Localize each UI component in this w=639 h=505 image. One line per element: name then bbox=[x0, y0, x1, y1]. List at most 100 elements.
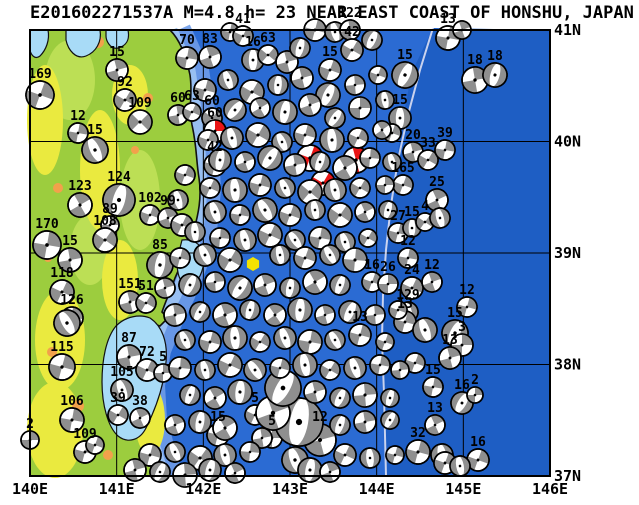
ball-depth-label: 12 bbox=[459, 283, 475, 298]
focal-mechanism-ball bbox=[338, 300, 362, 324]
focal-mechanism-ball bbox=[380, 388, 400, 408]
ball-depth-label: 18 bbox=[467, 53, 483, 68]
ball-depth-label: 83 bbox=[202, 32, 218, 47]
focal-mechanism-ball bbox=[67, 192, 93, 218]
focal-mechanism-ball bbox=[163, 303, 187, 327]
focal-mechanism-ball bbox=[116, 344, 142, 370]
focal-mechanism-ball bbox=[175, 46, 199, 70]
focal-mechanism-ball bbox=[92, 227, 118, 253]
focal-mechanism-ball bbox=[343, 356, 367, 380]
ball-depth-label: 20 bbox=[405, 128, 421, 143]
focal-mechanism-ball bbox=[434, 139, 456, 161]
focal-mechanism-ball bbox=[217, 247, 243, 273]
focal-mechanism-ball bbox=[81, 136, 109, 164]
ball-depth-label: 99 bbox=[160, 194, 176, 209]
ball-depth-label: 72 bbox=[139, 345, 155, 360]
focal-mechanism-ball bbox=[290, 66, 314, 90]
ball-depth-label: 87 bbox=[121, 331, 137, 346]
focal-mechanism-ball bbox=[314, 304, 336, 326]
focal-mechanism-ball bbox=[53, 309, 81, 337]
focal-mechanism-ball bbox=[253, 273, 277, 297]
focal-mechanism-ball bbox=[279, 277, 301, 299]
focal-mechanism-ball bbox=[251, 427, 273, 449]
focal-mechanism-ball bbox=[329, 414, 351, 436]
focal-mechanism-ball bbox=[85, 435, 105, 455]
focal-mechanism-ball bbox=[107, 404, 129, 426]
ball-depth-label: 13 bbox=[397, 297, 413, 312]
lon-axis-label: 146E bbox=[532, 480, 568, 498]
focal-mechanism-ball bbox=[184, 221, 206, 243]
focal-mechanism-ball bbox=[102, 183, 136, 217]
focal-mechanism-ball bbox=[421, 271, 443, 293]
ball-depth-label: 13 bbox=[440, 12, 456, 27]
focal-mechanism-ball bbox=[252, 197, 278, 223]
focal-mechanism-ball bbox=[400, 276, 424, 300]
focal-mechanism-ball bbox=[352, 382, 378, 408]
focal-mechanism-ball bbox=[361, 29, 383, 51]
focal-mechanism-ball bbox=[174, 329, 196, 351]
focal-mechanism-ball bbox=[273, 326, 297, 350]
ball-depth-label: 38 bbox=[132, 394, 148, 409]
ball-depth-label: 122 bbox=[338, 6, 361, 21]
focal-mechanism-ball bbox=[272, 99, 298, 125]
focal-mechanism-ball bbox=[377, 273, 399, 295]
focal-mechanism-ball bbox=[293, 123, 317, 147]
ball-depth-label: 15 bbox=[109, 45, 125, 60]
focal-mechanism-ball bbox=[146, 251, 174, 279]
focal-mechanism-ball bbox=[245, 122, 271, 148]
focal-mechanism-ball bbox=[375, 90, 395, 110]
focal-mechanism-ball bbox=[429, 207, 451, 229]
focal-mechanism-ball bbox=[349, 177, 371, 199]
focal-mechanism-ball bbox=[380, 410, 400, 430]
focal-mechanism-ball bbox=[329, 387, 351, 409]
focal-mechanism-ball bbox=[135, 292, 157, 314]
lon-axis-label: 141E bbox=[99, 480, 135, 498]
ball-depth-label: 126 bbox=[60, 293, 84, 308]
ball-depth-label: 12 bbox=[400, 234, 416, 249]
focal-mechanism-ball bbox=[278, 203, 302, 227]
focal-mechanism-ball bbox=[390, 360, 410, 380]
focal-mechanism-ball bbox=[358, 228, 378, 248]
focal-mechanism-ball bbox=[388, 300, 408, 320]
epicenter-hexagon bbox=[246, 257, 260, 271]
lat-axis-label: 37N bbox=[554, 467, 581, 485]
ball-depth-label: 115 bbox=[50, 340, 73, 355]
ball-depth-label: 16 bbox=[364, 258, 380, 273]
map-border bbox=[29, 29, 551, 477]
focal-mechanism-ball bbox=[67, 122, 89, 144]
focal-mechanism-ball bbox=[324, 107, 346, 129]
focal-mechanism-ball bbox=[283, 153, 307, 177]
ball-depth-label: 26 bbox=[380, 260, 396, 275]
focal-mechanism-ball bbox=[263, 303, 287, 327]
focal-mechanism-ball bbox=[208, 148, 232, 172]
plot-title: E201602271537A M=4.8 h= 23 NEAR EAST COA… bbox=[30, 3, 634, 23]
focal-mechanism-ball bbox=[287, 297, 313, 323]
focal-mechanism-ball bbox=[297, 179, 323, 205]
focal-mechanism-ball bbox=[412, 317, 438, 343]
ball-depth-label: 106 bbox=[60, 394, 84, 409]
focal-mechanism-ball bbox=[105, 58, 129, 82]
focal-mechanism-ball bbox=[382, 152, 402, 172]
focal-mechanism-ball bbox=[189, 301, 211, 323]
focal-mechanism-ball bbox=[233, 228, 257, 252]
focal-mechanism-ball bbox=[319, 244, 341, 266]
axis-labels: 140E 141E 142E 143E 144E 145E 146E 41N 40N 39N 38N… bbox=[12, 21, 581, 498]
focal-mechanism-ball bbox=[422, 376, 444, 398]
focal-mechanism-ball bbox=[359, 147, 381, 169]
focal-mechanism-ball bbox=[198, 45, 222, 69]
focal-mechanism-ball bbox=[391, 61, 419, 89]
focal-mechanism-ball bbox=[169, 247, 191, 269]
ball-depth-label: 51 bbox=[138, 279, 154, 294]
focal-mechanism-ball bbox=[188, 410, 212, 434]
ball-depth-label: 16 bbox=[470, 435, 486, 450]
ball-depth-label: 169 bbox=[28, 67, 51, 82]
focal-mechanism-ball bbox=[179, 384, 201, 406]
focal-mechanism-ball bbox=[193, 78, 217, 102]
focal-mechanism-ball bbox=[353, 410, 377, 434]
focal-mechanism-ball bbox=[153, 363, 173, 383]
focal-mechanism-ball bbox=[368, 65, 388, 85]
focal-mechanism-ball bbox=[164, 414, 186, 436]
focal-mechanism-ball bbox=[404, 352, 426, 374]
